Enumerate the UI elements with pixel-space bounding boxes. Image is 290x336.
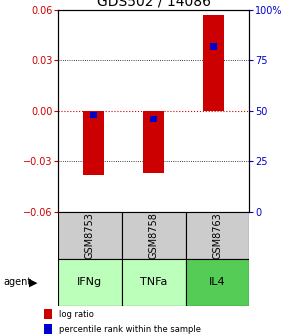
Bar [203,15,224,111]
Text: log ratio: log ratio [59,310,94,319]
Bar [58,259,122,306]
Text: GSM8753: GSM8753 [85,212,95,259]
Text: ▶: ▶ [29,277,37,287]
Text: GSM8763: GSM8763 [213,212,222,259]
Bar [143,111,164,173]
Text: IL4: IL4 [209,277,226,287]
Bar [44,309,52,319]
Text: agent: agent [3,277,31,287]
Bar [90,112,97,118]
Bar [210,43,217,50]
Bar [186,259,249,306]
Bar [186,212,249,259]
Title: GDS502 / 14086: GDS502 / 14086 [97,0,211,9]
Text: GSM8758: GSM8758 [149,212,159,259]
Bar [122,259,186,306]
Bar [44,324,52,335]
Text: percentile rank within the sample: percentile rank within the sample [59,325,201,334]
Text: TNFa: TNFa [140,277,167,287]
Bar [122,212,186,259]
Bar [150,116,157,122]
Bar [58,212,122,259]
Bar [84,111,104,175]
Text: IFNg: IFNg [77,277,102,287]
